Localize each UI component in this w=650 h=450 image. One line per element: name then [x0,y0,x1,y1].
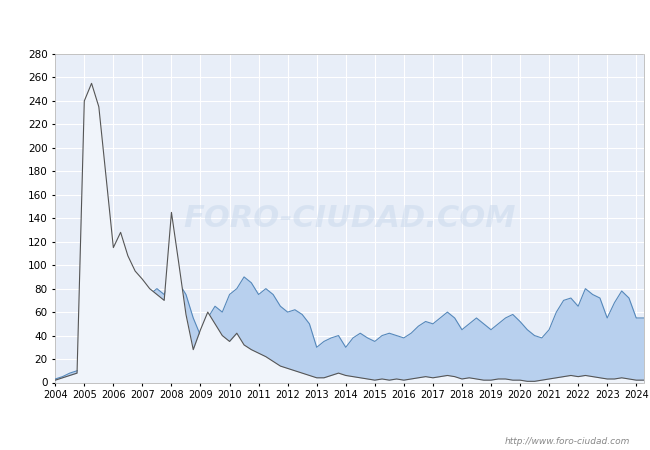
Text: http://www.foro-ciudad.com: http://www.foro-ciudad.com [505,436,630,446]
Text: FORO-CIUDAD.COM: FORO-CIUDAD.COM [183,204,515,233]
Text: Los Palacios y Villafranca - Evolucion del Nº de Transacciones Inmobiliarias: Los Palacios y Villafranca - Evolucion d… [86,17,564,30]
